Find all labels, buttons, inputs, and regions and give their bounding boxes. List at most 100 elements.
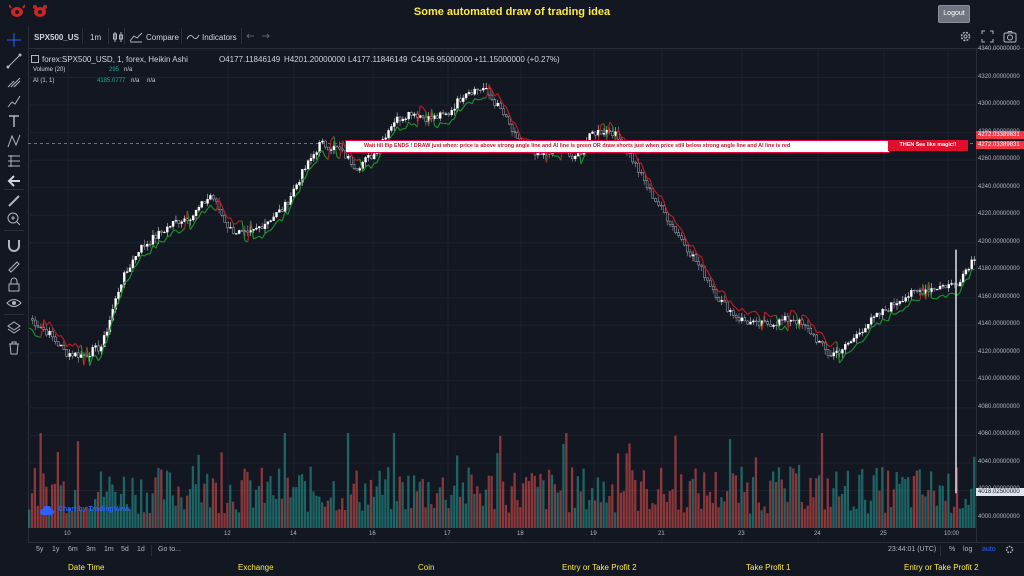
undo-icon[interactable] xyxy=(246,31,256,41)
text-icon[interactable] xyxy=(6,113,22,129)
camera-icon[interactable] xyxy=(1003,30,1017,43)
ai-line-segment xyxy=(804,315,809,319)
interval-button[interactable]: 1m xyxy=(90,33,102,42)
ai-line-segment xyxy=(729,300,734,306)
volume-bar xyxy=(599,502,602,528)
back-arrow-icon[interactable] xyxy=(6,173,22,189)
logout-button[interactable]: Logout xyxy=(938,5,970,23)
candle-body xyxy=(548,152,551,155)
legend-symbol[interactable]: forex:SPX500_USD, 1, forex, Heikin Ashi xyxy=(42,55,188,64)
candle-body xyxy=(364,157,367,163)
volume-bar xyxy=(99,471,103,528)
volume-bar xyxy=(50,484,54,528)
layers-icon[interactable] xyxy=(6,320,22,336)
pattern-icon[interactable] xyxy=(6,133,22,149)
range-5d[interactable]: 5d xyxy=(121,546,129,553)
tradingview-watermark[interactable]: Chart by TradingView xyxy=(58,506,130,513)
indicators-button[interactable]: Indicators xyxy=(202,33,237,42)
top-bar xyxy=(0,0,1024,25)
goto-button[interactable]: Go to... xyxy=(158,546,181,553)
range-1m[interactable]: 1m xyxy=(104,546,114,553)
candle-body xyxy=(125,271,129,273)
redo-icon[interactable] xyxy=(260,31,270,41)
percent-toggle[interactable]: % xyxy=(949,546,956,553)
volume-bar xyxy=(56,452,59,528)
volume-bar xyxy=(950,512,953,528)
volume-bar xyxy=(174,505,177,528)
volume-bar xyxy=(292,487,295,528)
log-toggle[interactable]: log xyxy=(963,546,973,553)
compare-icon[interactable] xyxy=(129,31,143,43)
ruler-icon[interactable] xyxy=(6,193,22,209)
indicators-icon[interactable] xyxy=(186,31,200,43)
price-axis[interactable] xyxy=(976,48,1024,542)
candle-body xyxy=(668,220,672,225)
candle-body xyxy=(792,319,795,322)
ai-line-segment xyxy=(660,195,665,204)
lock-pencil-icon[interactable] xyxy=(6,257,22,273)
candle-body xyxy=(418,115,422,118)
prediction-icon[interactable] xyxy=(6,153,22,169)
volume-bar xyxy=(843,486,847,528)
fullscreen-icon[interactable] xyxy=(981,30,994,43)
candle-body xyxy=(737,317,741,322)
volume-bar xyxy=(53,483,57,528)
price-chart[interactable] xyxy=(28,50,976,540)
banner-text: Wait till flip ENDS ! DRAW just when: pr… xyxy=(364,143,791,149)
ai-line-segment xyxy=(135,261,140,267)
volume-bar xyxy=(424,507,427,528)
ai-line-segment xyxy=(100,344,105,357)
range-5y[interactable]: 5y xyxy=(36,546,44,553)
volume-bar xyxy=(783,488,786,528)
volume-bar xyxy=(237,512,240,528)
candle-body xyxy=(855,334,858,339)
eye-icon[interactable] xyxy=(6,295,22,311)
ai-line-segment xyxy=(256,235,260,239)
volume-bar xyxy=(507,512,511,528)
trend-line-icon[interactable] xyxy=(6,53,22,69)
volume-bar xyxy=(674,435,677,528)
ai-line-segment xyxy=(836,341,841,363)
settings-small-icon[interactable] xyxy=(1005,545,1014,554)
time-axis-label: 10:00 xyxy=(944,531,960,537)
range-6m[interactable]: 6m xyxy=(68,546,78,553)
volume-bar xyxy=(389,509,393,528)
volume-bar xyxy=(958,508,962,528)
auto-toggle[interactable]: auto xyxy=(982,546,996,553)
candle-body xyxy=(436,115,439,119)
legend-hide-icon[interactable] xyxy=(31,55,39,63)
price-flag: 4272.03389831 xyxy=(976,131,1024,139)
crosshair-icon[interactable] xyxy=(6,32,22,48)
volume-bar xyxy=(964,498,967,528)
candle-body xyxy=(79,354,83,358)
volume-bar xyxy=(180,497,183,528)
brush-icon[interactable] xyxy=(6,93,22,109)
candle-body xyxy=(143,244,146,247)
volume-legend[interactable]: Volume (20) xyxy=(33,67,66,73)
candle-body xyxy=(191,215,195,221)
range-3m[interactable]: 3m xyxy=(86,546,96,553)
pitchfork-icon[interactable] xyxy=(6,73,22,89)
ai-legend[interactable]: AI (1, 1) xyxy=(33,78,55,84)
magnet-icon[interactable] xyxy=(6,237,22,253)
volume-bar xyxy=(410,508,413,528)
time-axis-label: 14 xyxy=(290,531,297,537)
candle-body xyxy=(958,282,962,287)
divider xyxy=(82,28,83,44)
candles-icon[interactable] xyxy=(112,31,124,43)
lock-icon[interactable] xyxy=(6,277,22,293)
symbol-search[interactable]: SPX500_US xyxy=(34,33,79,42)
range-1d[interactable]: 1d xyxy=(137,546,145,553)
zoom-in-icon[interactable] xyxy=(6,211,22,227)
volume-bar xyxy=(740,466,743,528)
ai-line-segment xyxy=(795,314,800,330)
volume-bar xyxy=(832,488,835,528)
range-1y[interactable]: 1y xyxy=(52,546,60,553)
settings-icon[interactable] xyxy=(959,30,972,43)
volume-bar xyxy=(39,433,42,528)
trash-icon[interactable] xyxy=(6,340,22,356)
compare-button[interactable]: Compare xyxy=(146,33,179,42)
ai-line-segment xyxy=(471,98,476,105)
candle-body xyxy=(783,316,787,321)
volume-bar xyxy=(792,468,795,528)
